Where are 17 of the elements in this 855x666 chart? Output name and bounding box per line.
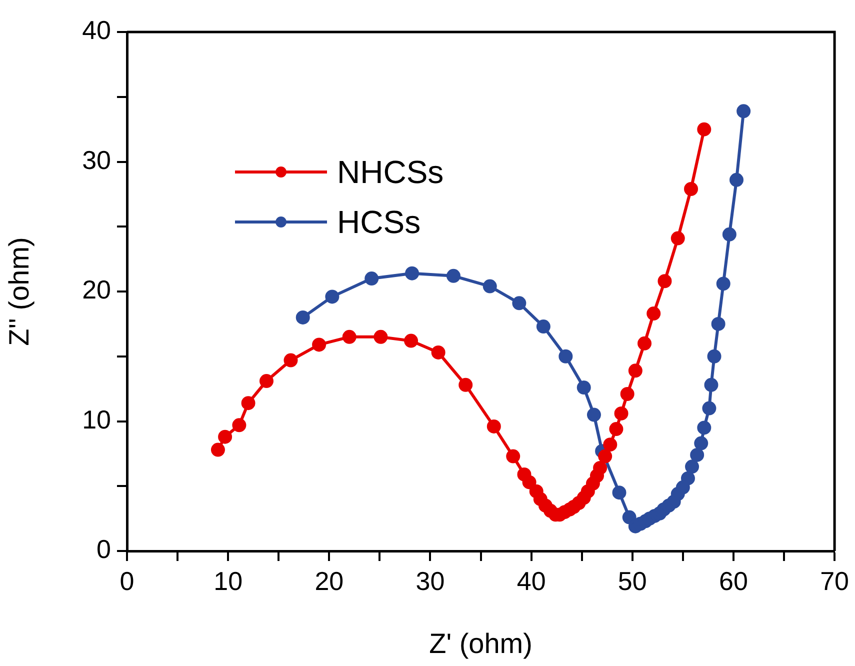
x-axis-title: Z' (ohm)	[429, 628, 532, 659]
x-tick-label: 70	[820, 566, 849, 596]
y-tick-label: 0	[96, 534, 111, 564]
x-tick-label: 20	[314, 566, 344, 596]
x-tick-label: 10	[214, 566, 243, 596]
x-tick-label: 0	[120, 566, 134, 596]
x-tick-label: 40	[516, 566, 546, 596]
y-tick-label: 20	[82, 274, 111, 305]
x-tick-label: 60	[719, 566, 748, 596]
x-tick-label: 50	[618, 566, 647, 596]
legend-label: HCSs	[337, 204, 421, 240]
legend-label: NHCSs	[337, 154, 444, 190]
y-tick-label: 10	[82, 404, 111, 434]
y-tick-label: 30	[82, 144, 111, 175]
y-tick-label: 40	[82, 15, 111, 46]
x-tick-label: 30	[416, 566, 445, 596]
y-axis-title: Z'' (ohm)	[4, 237, 35, 346]
